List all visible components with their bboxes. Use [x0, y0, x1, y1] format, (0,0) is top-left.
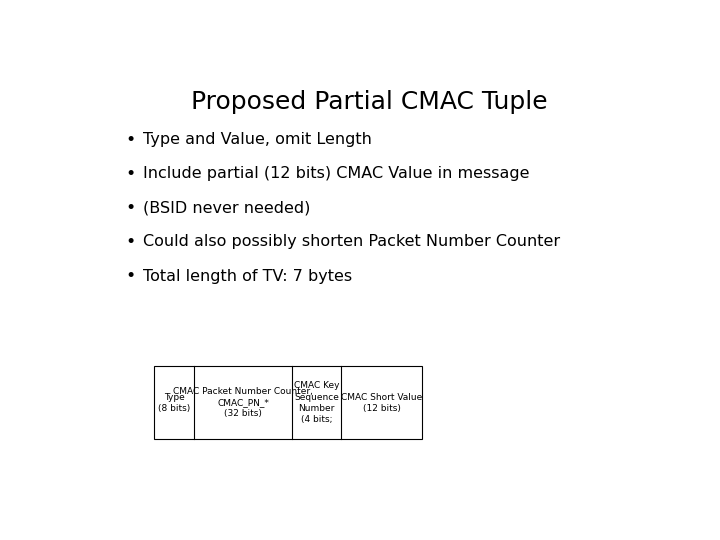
- Text: Type and Value, omit Length: Type and Value, omit Length: [143, 132, 372, 147]
- Text: CMAC Packet Number Counter,
CMAC_PN_*
(32 bits): CMAC Packet Number Counter, CMAC_PN_* (3…: [174, 387, 313, 419]
- Text: •: •: [125, 267, 135, 285]
- Bar: [154, 366, 422, 439]
- Text: •: •: [125, 233, 135, 251]
- Text: •: •: [125, 199, 135, 217]
- Text: Total length of TV: 7 bytes: Total length of TV: 7 bytes: [143, 268, 352, 284]
- Text: CMAC Key
Sequence
Number
(4 bits;: CMAC Key Sequence Number (4 bits;: [294, 381, 339, 424]
- Text: CMAC Short Value
(12 bits): CMAC Short Value (12 bits): [341, 393, 422, 413]
- Text: Include partial (12 bits) CMAC Value in message: Include partial (12 bits) CMAC Value in …: [143, 166, 529, 181]
- Text: Proposed Partial CMAC Tuple: Proposed Partial CMAC Tuple: [191, 90, 547, 114]
- Text: •: •: [125, 165, 135, 183]
- Text: Type
(8 bits): Type (8 bits): [158, 393, 190, 413]
- Text: (BSID never needed): (BSID never needed): [143, 200, 310, 215]
- Text: •: •: [125, 131, 135, 149]
- Text: Could also possibly shorten Packet Number Counter: Could also possibly shorten Packet Numbe…: [143, 234, 560, 249]
